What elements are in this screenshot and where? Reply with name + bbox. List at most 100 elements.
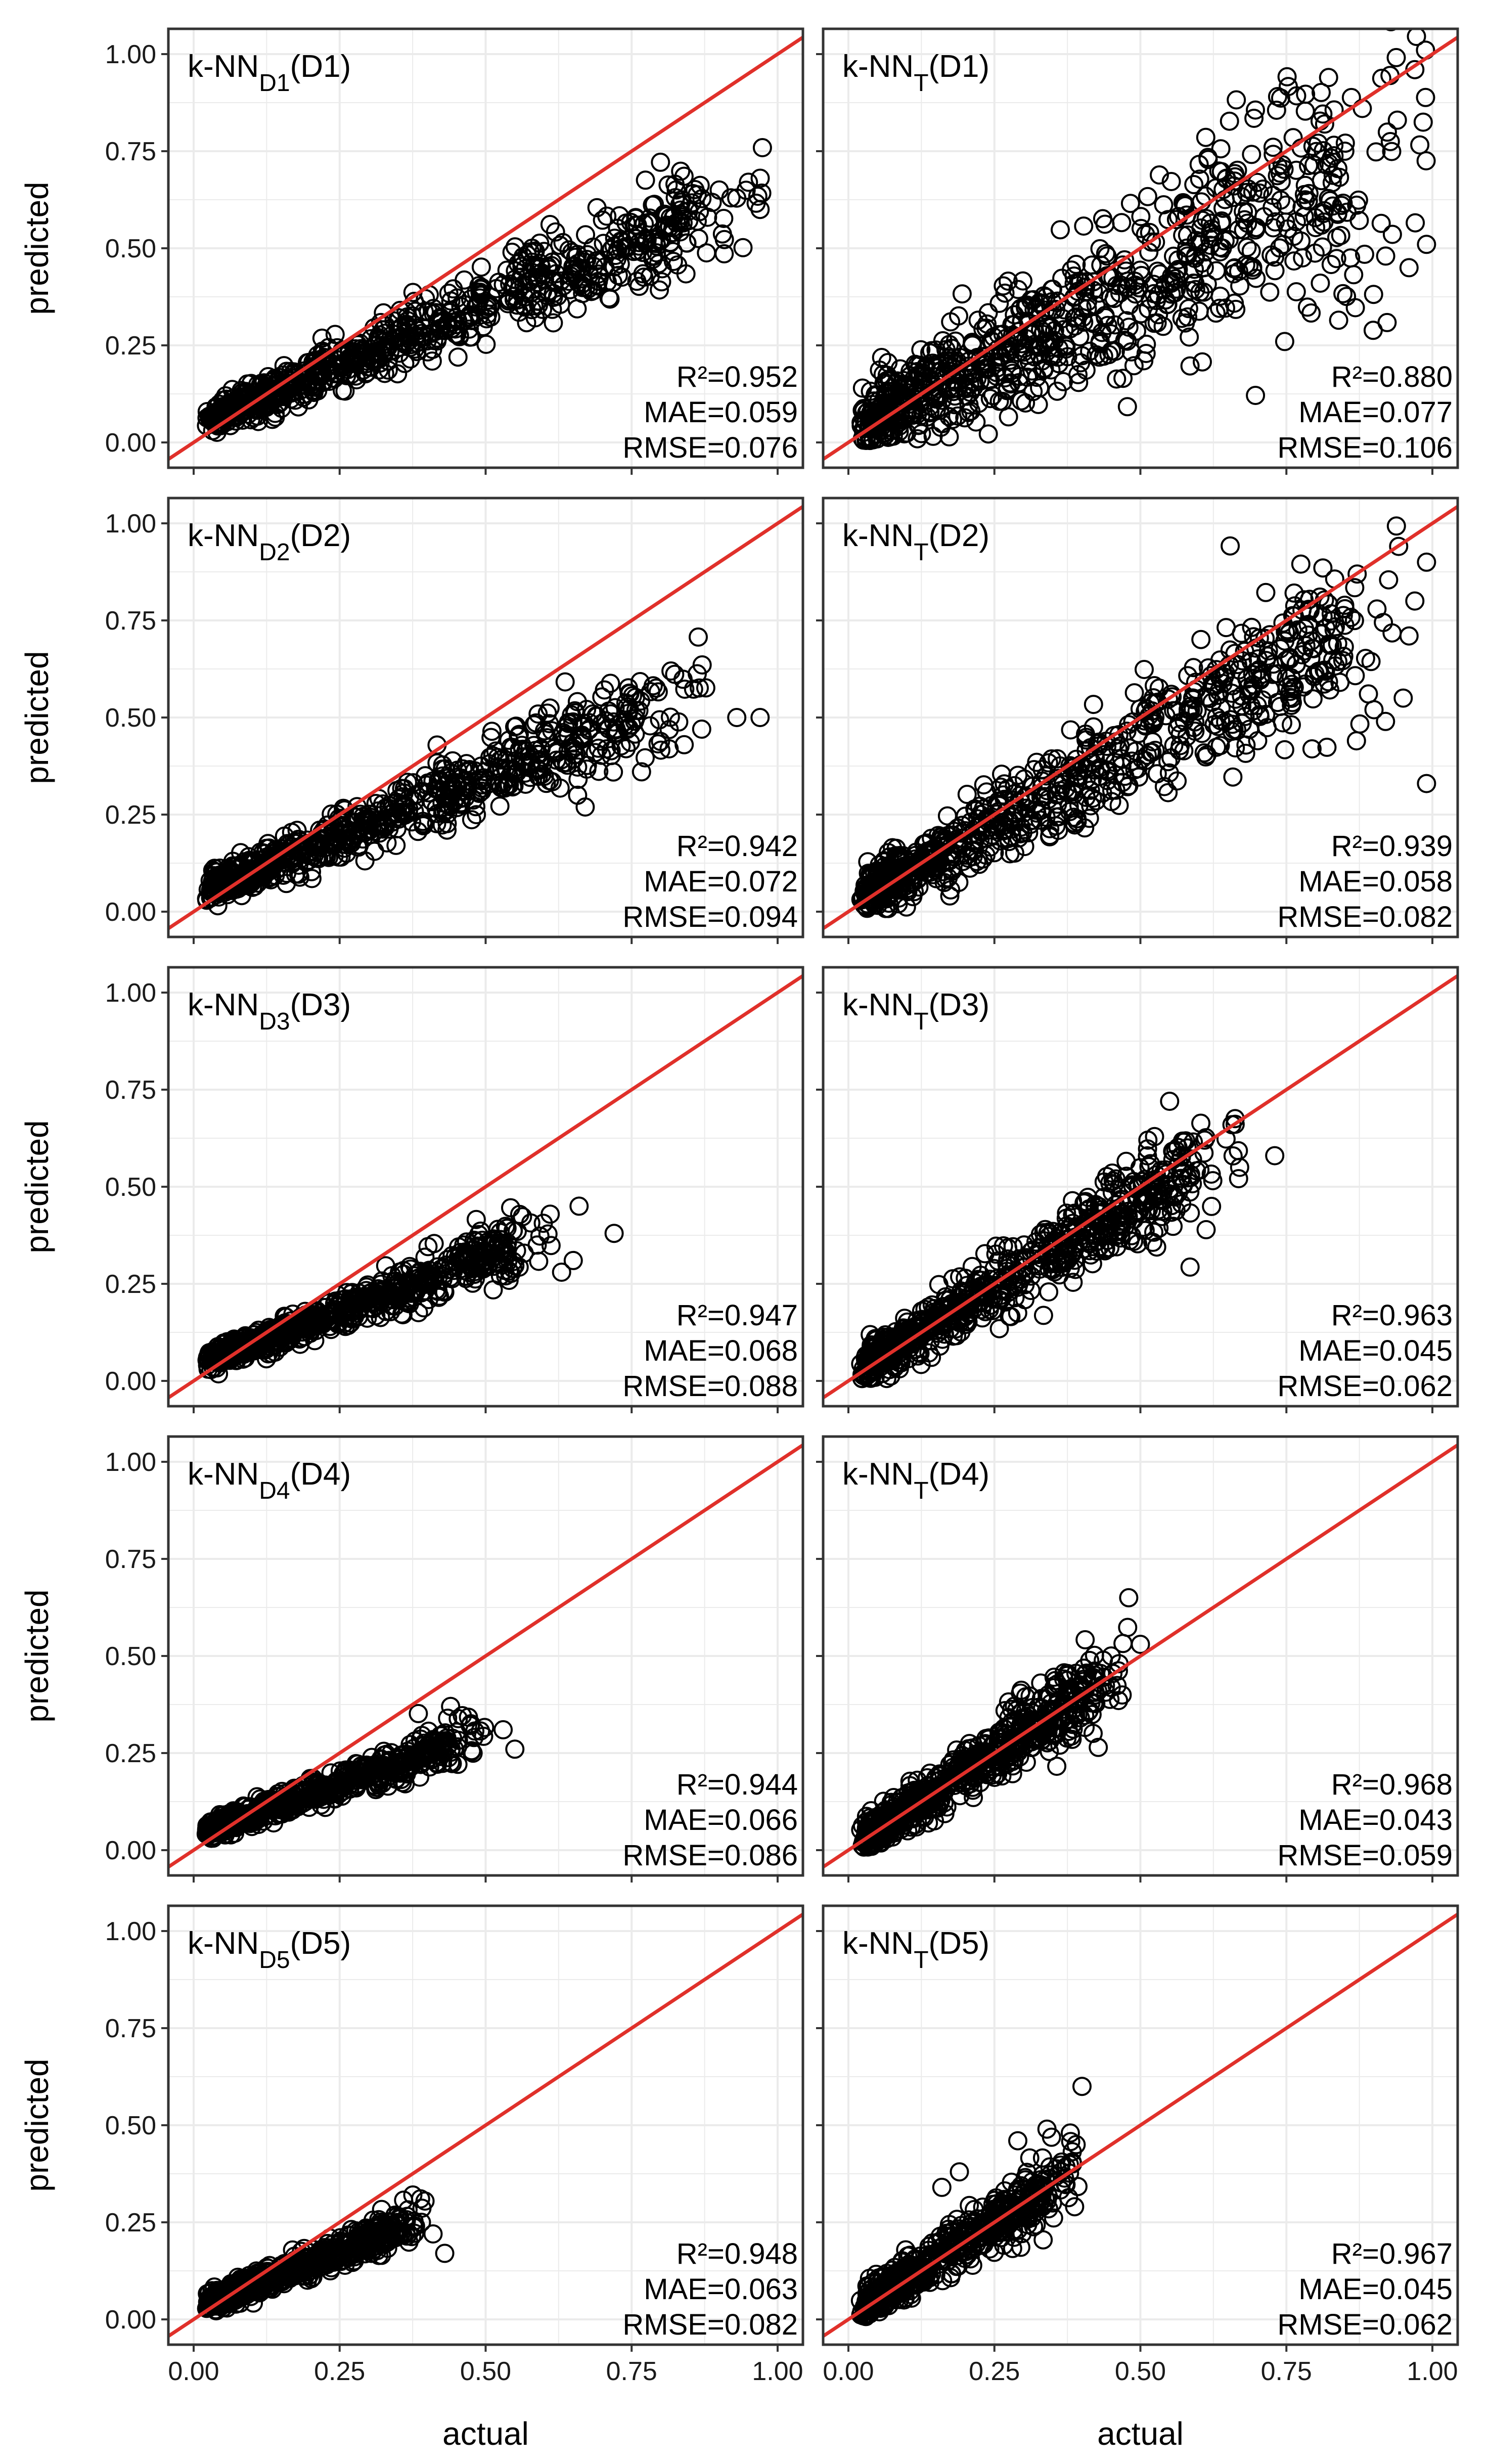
data-point xyxy=(1344,611,1364,631)
data-point xyxy=(1337,287,1357,306)
data-point xyxy=(336,343,356,363)
data-point xyxy=(386,835,406,855)
data-point xyxy=(889,416,909,436)
data-point xyxy=(1102,1183,1122,1202)
data-point xyxy=(1222,684,1242,703)
data-point xyxy=(601,741,621,760)
data-point xyxy=(1260,282,1280,302)
data-point xyxy=(1230,276,1250,296)
data-point xyxy=(752,138,772,157)
data-point xyxy=(714,230,734,249)
data-point xyxy=(568,273,588,293)
data-point xyxy=(892,866,912,885)
data-point xyxy=(531,739,551,758)
data-point xyxy=(1267,101,1286,120)
data-point xyxy=(1013,271,1032,291)
data-point xyxy=(1315,674,1334,694)
data-point xyxy=(554,276,573,296)
data-point xyxy=(1315,114,1334,134)
data-point xyxy=(1284,227,1303,246)
data-point xyxy=(1132,265,1151,285)
data-point xyxy=(1166,279,1186,299)
stat-rmse: RMSE=0.094 xyxy=(622,901,798,933)
data-point xyxy=(471,284,490,304)
data-point xyxy=(1345,666,1365,686)
data-point xyxy=(688,664,707,684)
data-point xyxy=(412,1283,431,1303)
data-point xyxy=(1187,1161,1206,1181)
data-point xyxy=(540,215,560,234)
data-point xyxy=(1221,536,1240,556)
data-point xyxy=(978,424,998,444)
data-point xyxy=(1134,351,1154,371)
data-point xyxy=(1160,1092,1180,1111)
data-point xyxy=(1102,792,1121,812)
data-point xyxy=(1386,48,1406,67)
data-point xyxy=(875,1330,895,1350)
data-point xyxy=(1393,688,1413,708)
data-point xyxy=(1042,1252,1061,1272)
data-point xyxy=(1196,209,1216,229)
data-point xyxy=(739,172,758,192)
data-point xyxy=(1113,369,1133,388)
data-point xyxy=(528,760,548,780)
data-point xyxy=(1081,1245,1101,1265)
data-point xyxy=(1052,1258,1071,1277)
data-point xyxy=(429,1287,448,1307)
data-point xyxy=(1196,1220,1216,1239)
data-point xyxy=(1275,740,1294,759)
data-point xyxy=(443,751,463,771)
data-point xyxy=(617,697,637,716)
data-point xyxy=(939,335,959,354)
data-point xyxy=(1271,172,1291,192)
data-point xyxy=(1363,321,1383,340)
data-point xyxy=(1256,583,1276,602)
data-point xyxy=(390,343,410,363)
data-point xyxy=(1147,1237,1166,1257)
data-point xyxy=(934,366,953,386)
data-point xyxy=(592,745,611,765)
data-point xyxy=(422,351,442,371)
data-point xyxy=(1066,1218,1086,1238)
data-point xyxy=(1191,218,1211,238)
data-point xyxy=(1068,766,1088,786)
data-point xyxy=(337,366,356,385)
data-point xyxy=(1303,689,1323,709)
data-point xyxy=(1246,386,1266,405)
data-point xyxy=(1211,139,1231,159)
data-point xyxy=(905,354,925,374)
data-point xyxy=(1111,1228,1131,1248)
data-point xyxy=(873,365,893,384)
data-point xyxy=(1184,175,1204,194)
data-point xyxy=(489,273,509,292)
data-point xyxy=(1361,652,1381,671)
data-point xyxy=(949,873,969,892)
data-point xyxy=(604,1224,624,1243)
data-point xyxy=(1032,759,1052,779)
data-point xyxy=(995,283,1015,303)
data-point xyxy=(993,1288,1012,1308)
data-point xyxy=(478,304,498,324)
data-point xyxy=(370,325,389,345)
data-point xyxy=(1327,249,1346,268)
data-points xyxy=(197,627,770,916)
data-point xyxy=(1117,397,1137,417)
data-point xyxy=(1382,142,1402,161)
data-point xyxy=(200,409,220,429)
data-point xyxy=(660,233,680,252)
data-point xyxy=(1233,651,1252,670)
data-point xyxy=(1209,298,1229,318)
data-point xyxy=(1313,237,1332,257)
data-point xyxy=(859,864,878,883)
data-point xyxy=(1203,1171,1223,1190)
data-point xyxy=(1277,67,1297,86)
data-point xyxy=(1268,87,1287,106)
data-point xyxy=(998,779,1017,799)
data-point xyxy=(378,360,398,380)
data-point xyxy=(689,627,708,647)
data-point xyxy=(1168,1138,1188,1157)
data-point xyxy=(502,242,522,262)
data-point xyxy=(333,363,352,382)
data-point xyxy=(1283,606,1302,625)
data-point xyxy=(1021,325,1041,344)
